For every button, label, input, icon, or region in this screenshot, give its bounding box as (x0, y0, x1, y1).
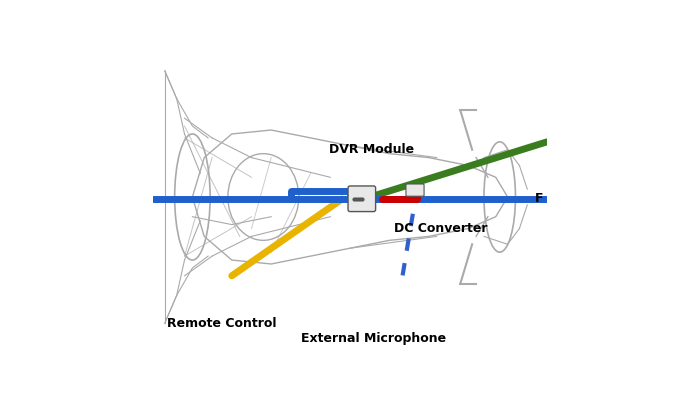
Text: DC Converter: DC Converter (394, 222, 487, 235)
Text: DVR Module: DVR Module (329, 143, 414, 156)
FancyBboxPatch shape (406, 184, 424, 196)
Text: External Microphone: External Microphone (301, 333, 446, 345)
Text: Remote Control: Remote Control (167, 317, 276, 329)
Text: F: F (535, 193, 543, 205)
FancyBboxPatch shape (348, 186, 376, 212)
